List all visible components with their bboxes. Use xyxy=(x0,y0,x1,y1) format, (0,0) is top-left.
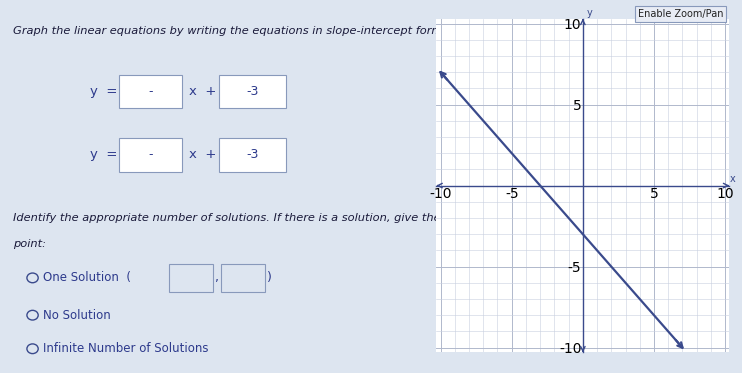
Text: y  =: y = xyxy=(90,85,117,98)
Text: y: y xyxy=(586,8,592,18)
Text: ,: , xyxy=(215,272,220,284)
Text: Enable Zoom/Pan: Enable Zoom/Pan xyxy=(638,9,723,19)
Text: No Solution: No Solution xyxy=(42,309,111,322)
Text: -: - xyxy=(148,85,153,98)
Text: Infinite Number of Solutions: Infinite Number of Solutions xyxy=(42,342,208,355)
Text: ): ) xyxy=(267,272,272,284)
Text: x  +: x + xyxy=(188,85,216,98)
Text: y  =: y = xyxy=(90,148,117,161)
FancyBboxPatch shape xyxy=(219,138,286,172)
FancyBboxPatch shape xyxy=(119,138,183,172)
Text: Graph the linear equations by writing the equations in slope-intercept form:: Graph the linear equations by writing th… xyxy=(13,26,447,36)
FancyBboxPatch shape xyxy=(219,75,286,108)
FancyBboxPatch shape xyxy=(119,75,183,108)
FancyBboxPatch shape xyxy=(169,264,213,292)
Text: One Solution  (: One Solution ( xyxy=(42,272,131,284)
Text: point:: point: xyxy=(13,239,46,249)
Text: x: x xyxy=(730,174,736,184)
Text: -3: -3 xyxy=(246,85,259,98)
Text: -3: -3 xyxy=(246,148,259,161)
Text: Identify the appropriate number of solutions. If there is a solution, give the: Identify the appropriate number of solut… xyxy=(13,213,441,223)
Text: x  +: x + xyxy=(188,148,216,161)
Text: -: - xyxy=(148,148,153,161)
FancyBboxPatch shape xyxy=(221,264,265,292)
